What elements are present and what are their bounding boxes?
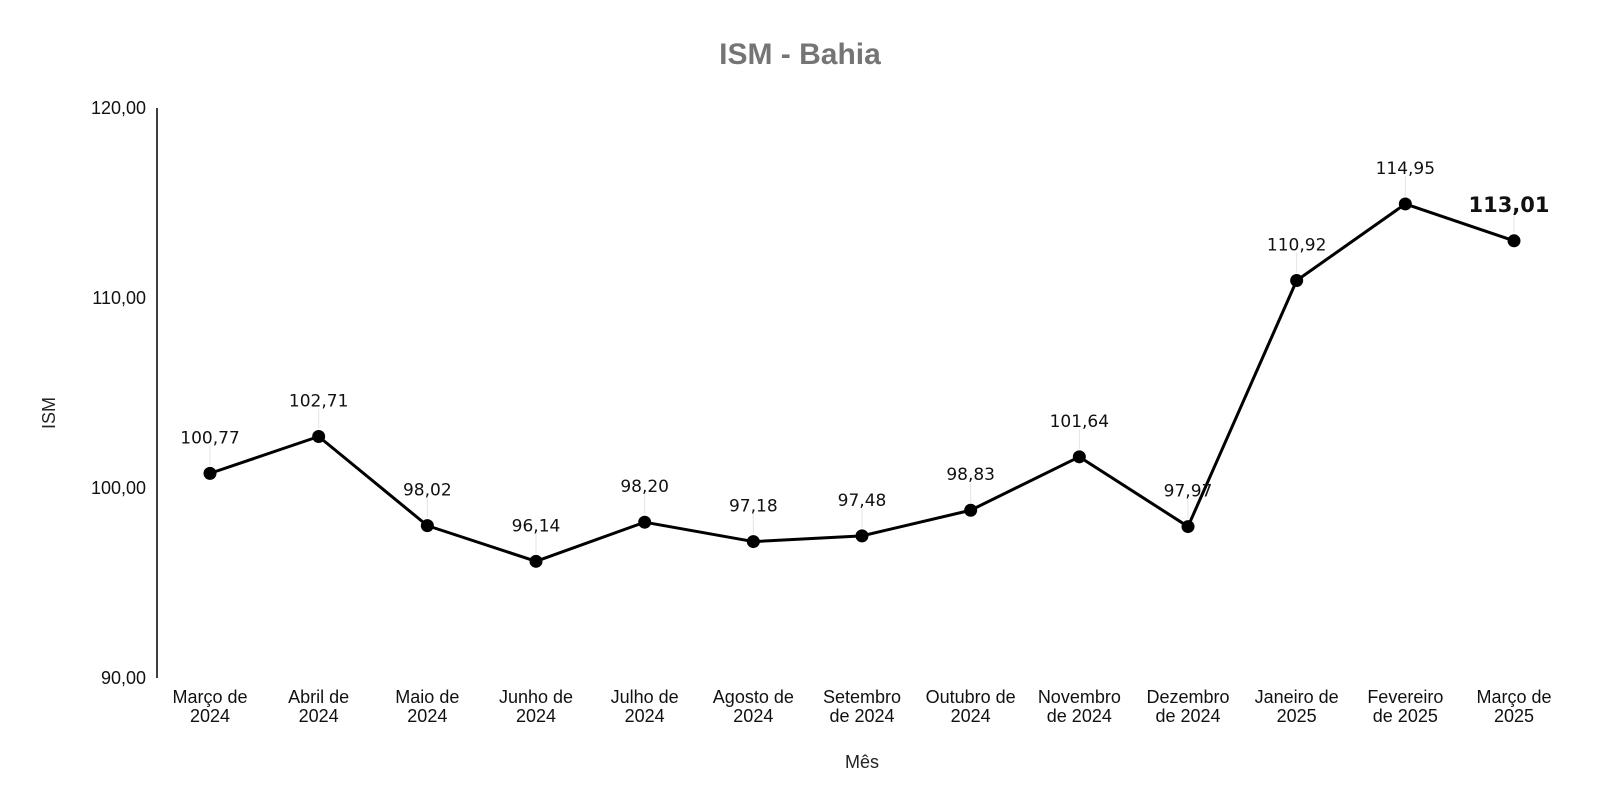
x-tick-label-line: de 2024 <box>1155 706 1220 726</box>
x-tick-label: Maio de 2024 <box>395 687 459 726</box>
data-label: 102,71 <box>289 392 348 412</box>
x-tick-label: Março de 2025 <box>1476 687 1551 726</box>
y-tick-label: 110,00 <box>92 288 146 308</box>
x-tick-label-line: 2024 <box>951 706 991 726</box>
x-tick-label: Setembro de 2024 <box>823 687 901 726</box>
data-label: 97,18 <box>729 497 778 517</box>
x-tick-label-line: Março de <box>172 687 247 707</box>
data-label: 97,97 <box>1164 482 1213 502</box>
x-tick-label-line: Junho de <box>499 687 573 707</box>
x-tick-label-line: de 2025 <box>1373 706 1438 726</box>
data-label: 96,14 <box>512 516 561 536</box>
x-tick-label: Março de 2024 <box>172 687 247 726</box>
data-point <box>1072 450 1086 464</box>
x-tick-label-line: Novembro <box>1038 687 1121 707</box>
y-axis-label: ISM <box>39 397 59 429</box>
y-tick-label: 100,00 <box>91 478 146 498</box>
x-tick-label-line: 2024 <box>516 706 556 726</box>
x-tick-label-line: 2024 <box>190 706 230 726</box>
x-tick-label-line: 2024 <box>407 706 447 726</box>
x-tick-label-line: Janeiro de <box>1255 687 1339 707</box>
x-tick-label-line: Fevereiro <box>1367 687 1443 707</box>
x-tick-label-line: 2024 <box>625 706 665 726</box>
data-point <box>1507 234 1521 248</box>
x-tick-label: Outubro de 2024 <box>926 687 1016 726</box>
data-label: 113,01 <box>1468 193 1549 217</box>
data-label: 101,64 <box>1050 412 1109 432</box>
x-tick-label: Junho de 2024 <box>499 687 573 726</box>
x-tick-label-line: Outubro de <box>926 687 1016 707</box>
data-point <box>638 515 652 529</box>
x-tick-label-line: Agosto de <box>713 687 794 707</box>
y-axis-ticks: 120,00 110,00 100,00 90,00 <box>91 98 146 688</box>
data-point <box>203 466 217 480</box>
x-tick-label: Novembro de 2024 <box>1038 687 1121 726</box>
data-point <box>964 503 978 517</box>
x-tick-label-line: 2025 <box>1494 706 1534 726</box>
x-tick-label-line: 2024 <box>733 706 773 726</box>
x-tick-label-line: 2025 <box>1277 706 1317 726</box>
x-tick-label-line: Março de <box>1476 687 1551 707</box>
x-tick-label-line: de 2024 <box>829 706 894 726</box>
x-tick-label-line: Abril de <box>288 687 349 707</box>
x-tick-label-line: de 2024 <box>1047 706 1112 726</box>
data-label: 98,83 <box>946 465 995 485</box>
data-label: 100,77 <box>180 428 239 448</box>
x-tick-label-line: Dezembro <box>1146 687 1229 707</box>
x-tick-label-line: Maio de <box>395 687 459 707</box>
x-tick-label: Fevereiro de 2025 <box>1367 687 1443 726</box>
data-point <box>1181 520 1195 534</box>
x-tick-label: Abril de 2024 <box>288 687 349 726</box>
data-point <box>1290 274 1304 288</box>
y-tick-label: 120,00 <box>91 98 146 118</box>
data-point <box>420 519 434 533</box>
plot-area: 100,77 102,71 98,02 96,14 98,20 97,18 97,48 98,… <box>180 159 1550 568</box>
x-tick-label-line: 2024 <box>299 706 339 726</box>
x-tick-label: Julho de 2024 <box>611 687 679 726</box>
x-tick-label-line: Setembro <box>823 687 901 707</box>
data-point <box>1398 197 1412 211</box>
data-label: 98,02 <box>403 481 452 501</box>
x-axis-label: Mês <box>845 752 879 772</box>
data-point <box>855 529 869 543</box>
y-tick-label: 90,00 <box>101 668 146 688</box>
data-point <box>529 554 543 568</box>
data-label: 98,20 <box>620 477 669 497</box>
data-label: 114,95 <box>1376 159 1435 179</box>
x-tick-label: Dezembro de 2024 <box>1146 687 1229 726</box>
x-tick-label: Agosto de 2024 <box>713 687 794 726</box>
data-label: 97,48 <box>838 491 887 511</box>
x-tick-label-line: Julho de <box>611 687 679 707</box>
data-label: 110,92 <box>1267 236 1326 256</box>
data-point <box>312 430 326 444</box>
x-tick-label: Janeiro de 2025 <box>1255 687 1339 726</box>
data-point <box>746 535 760 549</box>
chart-title: ISM - Bahia <box>719 38 881 71</box>
